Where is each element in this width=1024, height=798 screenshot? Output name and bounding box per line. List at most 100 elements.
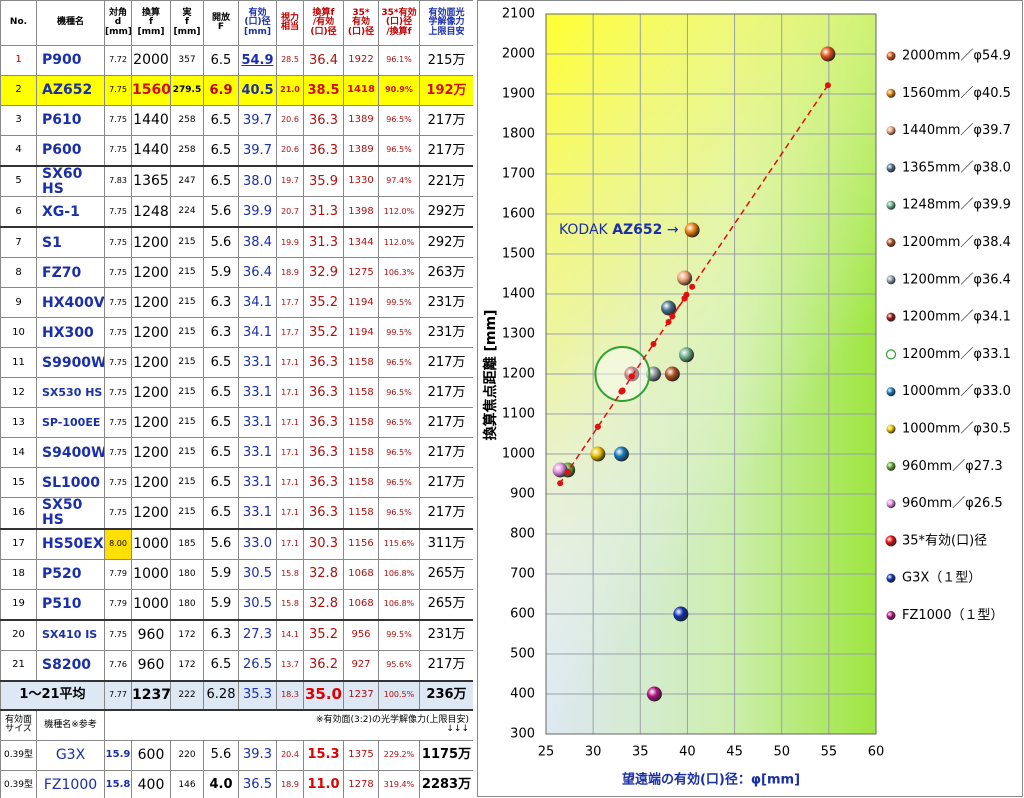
table-cell: 215 — [170, 377, 204, 409]
table-cell: 215 — [170, 497, 204, 530]
table-cell: 258 — [170, 105, 204, 136]
table-row: 21 S8200 7.76 960 172 6.5 26.5 13.7 36.2 927 95.6%… — [0, 649, 473, 682]
table-cell: 38.0 — [238, 165, 277, 198]
table-cell: 1000 — [131, 558, 171, 590]
table-cell: 7.75 — [104, 287, 132, 319]
table-cell: 35.2 — [303, 619, 344, 651]
x-tick-label: 25 — [538, 745, 555, 760]
table-cell: 292万 — [419, 226, 473, 259]
table-cell: 292万 — [419, 196, 473, 229]
table-cell: 265万 — [419, 558, 473, 590]
table-cell: 38.5 — [303, 75, 344, 106]
table-cell: 16 — [0, 497, 37, 530]
table-cell: 14 — [0, 437, 37, 469]
x-tick-label: 40 — [679, 745, 696, 760]
legend-marker — [886, 275, 896, 285]
table-cell: 231万 — [419, 317, 473, 349]
table-cell: 1～21平均 — [0, 679, 105, 711]
table-cell: 1248 — [131, 196, 171, 229]
table-cell: 実 f [mm] — [170, 0, 204, 46]
table-cell: 215 — [170, 226, 204, 259]
y-tick-label: 900 — [510, 487, 535, 502]
table-cell: 5.6 — [203, 528, 239, 560]
table-cell: 39.3 — [238, 739, 277, 771]
table-cell: 8 — [0, 257, 37, 289]
table-cell: 1200 — [131, 317, 171, 349]
table-cell: 1330 — [343, 165, 379, 198]
table-cell: 1389 — [343, 105, 379, 136]
y-tick-label: 2100 — [502, 7, 535, 22]
table-cell: 4.0 — [203, 769, 239, 798]
bubble — [552, 462, 568, 478]
table-row: 3 P610 7.75 1440 258 6.5 39.7 20.6 36.3 1389 96.5%… — [0, 105, 473, 136]
reference-point — [689, 283, 696, 290]
table-cell: 6.3 — [203, 619, 239, 651]
table-row: 8 FZ70 7.75 1200 215 5.9 36.4 18.9 32.9 1275 106.3… — [0, 257, 473, 289]
table-cell: 215 — [170, 287, 204, 319]
table-cell: 279.5 — [170, 75, 204, 106]
table-cell: 30.5 — [238, 588, 277, 621]
table-row: 4 P600 7.75 1440 258 6.5 39.7 20.6 36.3 1389 96.5%… — [0, 135, 473, 167]
table-cell: S9900W — [36, 347, 105, 379]
reference-point — [594, 423, 601, 430]
reference-point — [824, 82, 831, 89]
table-cell: 220 — [170, 739, 204, 771]
annotation-model: AZ652 — [612, 222, 662, 238]
table-cell: 39.9 — [238, 196, 277, 229]
table-cell: 115.6% — [378, 528, 420, 560]
table-cell: 7.75 — [104, 377, 132, 409]
footer-row: 0.39型 G3X 15.9 600 220 5.6 39.3 20.4 15.3 1375 229… — [0, 739, 473, 771]
reference-point — [650, 341, 657, 347]
table-cell: SX50 HS — [36, 497, 105, 530]
table-cell: 7.75 — [104, 619, 132, 651]
table-cell: 35* 有効 (口)径 — [343, 0, 379, 46]
table-cell: 1237 — [343, 679, 379, 711]
table-cell: 20.6 — [276, 105, 304, 136]
table-cell: 40.5 — [238, 75, 277, 106]
table-cell: 1158 — [343, 467, 379, 499]
table-cell: 1068 — [343, 558, 379, 590]
table-cell: 6.28 — [203, 679, 239, 711]
table-cell: 視力 相当 — [276, 0, 304, 46]
table-cell: 95.6% — [378, 649, 420, 682]
table-cell: 28.5 — [276, 45, 304, 76]
table-cell: 1200 — [131, 257, 171, 289]
table-cell: 1237 — [131, 679, 171, 711]
y-tick-label: 1400 — [502, 287, 535, 302]
table-cell: 96.5% — [378, 377, 420, 409]
bubble — [684, 222, 700, 238]
bubble — [820, 46, 836, 62]
legend-label: 1365mm／φ38.0 — [902, 160, 1011, 175]
table-cell: 7.75 — [104, 317, 132, 349]
table-cell: 319.4% — [378, 769, 420, 798]
table-cell: 231万 — [419, 619, 473, 651]
table-cell: 36.3 — [303, 105, 344, 136]
table-cell: 32.8 — [303, 558, 344, 590]
table-cell: 1200 — [131, 437, 171, 469]
table-cell: 21.0 — [276, 75, 304, 106]
table-cell: HX400V — [36, 287, 105, 319]
table-cell: SX530 HS — [36, 377, 105, 409]
table-cell: 7.75 — [104, 226, 132, 259]
table-cell: 33.1 — [238, 437, 277, 469]
legend-label: 1440mm／φ39.7 — [902, 123, 1011, 138]
table-cell: 1344 — [343, 226, 379, 259]
table-row: 14 S9400W 7.75 1200 215 6.5 33.1 17.1 36.3 1158 96… — [0, 437, 473, 469]
bubble — [590, 446, 606, 462]
legend-label: 960mm／φ27.3 — [902, 459, 1003, 474]
table-cell: SL1000 — [36, 467, 105, 499]
table-cell: FZ70 — [36, 257, 105, 289]
legend-marker — [886, 126, 896, 136]
table-cell: 26.5 — [238, 649, 277, 682]
table-cell: 7.75 — [104, 105, 132, 136]
table-cell: 265万 — [419, 588, 473, 621]
bubble — [678, 347, 694, 363]
y-tick-label: 400 — [510, 687, 535, 702]
table-cell: 34.1 — [238, 287, 277, 319]
table-cell: 96.1% — [378, 45, 420, 76]
table-cell: 215 — [170, 347, 204, 379]
table-cell: 5.6 — [203, 226, 239, 259]
table-cell: 1200 — [131, 347, 171, 379]
table-cell: 1922 — [343, 45, 379, 76]
table-cell: 100.5% — [378, 679, 420, 711]
